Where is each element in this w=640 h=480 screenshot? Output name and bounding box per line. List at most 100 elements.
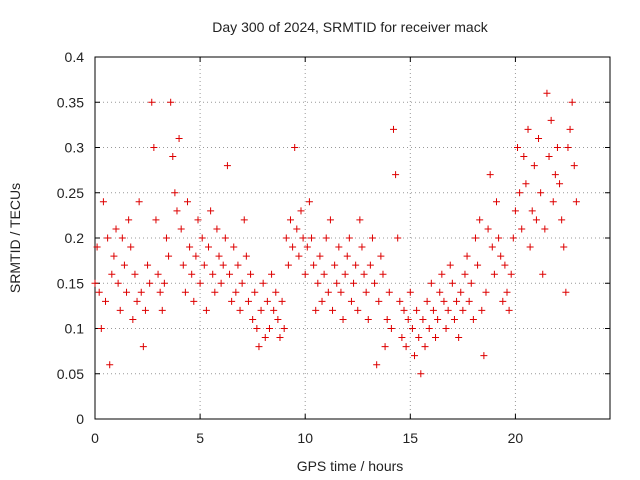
data-point	[354, 306, 362, 314]
data-point	[211, 288, 219, 296]
data-point	[242, 252, 250, 260]
data-point	[364, 315, 372, 323]
data-point	[507, 270, 515, 278]
data-point	[392, 171, 400, 179]
data-point	[520, 153, 528, 161]
data-point	[154, 270, 162, 278]
data-point	[247, 270, 255, 278]
data-point	[114, 279, 122, 287]
data-point	[209, 270, 217, 278]
data-point	[379, 270, 387, 278]
data-point	[528, 207, 536, 215]
data-point	[192, 252, 200, 260]
data-point	[196, 279, 204, 287]
data-point	[371, 279, 379, 287]
data-point	[377, 252, 385, 260]
data-point	[268, 270, 276, 278]
data-point	[165, 252, 173, 260]
y-tick-label: 0.15	[57, 275, 84, 291]
data-point	[141, 306, 149, 314]
data-point	[333, 279, 341, 287]
data-point	[318, 297, 326, 305]
data-point	[482, 288, 490, 296]
data-point	[179, 261, 187, 269]
data-point	[551, 171, 559, 179]
data-point	[413, 306, 421, 314]
data-point	[181, 288, 189, 296]
data-point	[345, 234, 353, 242]
data-point	[560, 243, 568, 251]
data-point	[104, 234, 112, 242]
data-point	[139, 343, 147, 351]
y-tick-label: 0.2	[65, 230, 85, 246]
data-point	[194, 216, 202, 224]
y-tick-label: 0	[76, 411, 84, 427]
data-point	[524, 125, 532, 133]
data-point	[564, 144, 572, 151]
data-point	[505, 306, 513, 314]
data-point	[562, 288, 570, 296]
data-point	[537, 189, 545, 197]
data-point	[280, 325, 288, 332]
y-tick-label: 0.25	[57, 185, 84, 201]
data-point	[158, 306, 166, 314]
x-tick-label: 15	[403, 430, 419, 446]
data-point	[362, 288, 370, 296]
series-mack	[91, 89, 580, 378]
data-point	[436, 288, 444, 296]
data-point	[259, 279, 267, 287]
data-point	[366, 261, 374, 269]
chart-title: Day 300 of 2024, SRMTID for receiver mac…	[212, 19, 488, 35]
data-point	[368, 234, 376, 242]
data-point	[484, 225, 492, 233]
data-point	[232, 288, 240, 296]
data-point	[492, 198, 500, 206]
data-point	[381, 343, 389, 351]
data-point	[429, 306, 437, 314]
data-point	[389, 125, 397, 133]
data-point	[360, 270, 368, 278]
data-point	[99, 198, 107, 206]
data-point	[495, 234, 503, 242]
data-point	[257, 306, 265, 314]
data-point	[234, 261, 242, 269]
data-point	[123, 288, 131, 296]
data-point	[408, 325, 416, 332]
data-point	[503, 288, 511, 296]
data-point	[112, 225, 120, 233]
data-point	[539, 270, 547, 278]
data-point	[394, 234, 402, 242]
data-point	[127, 243, 135, 251]
data-point	[253, 325, 261, 332]
data-point	[200, 261, 208, 269]
data-point	[276, 334, 284, 342]
data-point	[411, 352, 419, 360]
data-point	[331, 261, 339, 269]
data-point	[486, 171, 494, 179]
data-point	[190, 297, 198, 305]
data-point	[455, 334, 463, 342]
data-point	[217, 279, 225, 287]
data-point	[219, 261, 227, 269]
data-point	[490, 270, 498, 278]
x-tick-label: 10	[297, 430, 313, 446]
data-point	[526, 243, 534, 251]
data-point	[421, 343, 429, 351]
data-point	[463, 252, 471, 260]
data-point	[375, 297, 383, 305]
y-tick-label: 0.1	[65, 321, 85, 337]
data-point	[131, 270, 139, 278]
data-point	[516, 189, 524, 197]
data-point	[434, 315, 442, 323]
data-point	[335, 243, 343, 251]
data-point	[95, 288, 103, 296]
data-point	[137, 288, 145, 296]
data-point	[305, 198, 313, 206]
data-point	[469, 315, 477, 323]
data-point	[202, 306, 210, 314]
data-point	[558, 216, 566, 224]
data-point	[293, 225, 301, 233]
x-tick-label: 20	[508, 430, 524, 446]
y-tick-label: 0.35	[57, 94, 84, 110]
data-point	[291, 144, 299, 151]
